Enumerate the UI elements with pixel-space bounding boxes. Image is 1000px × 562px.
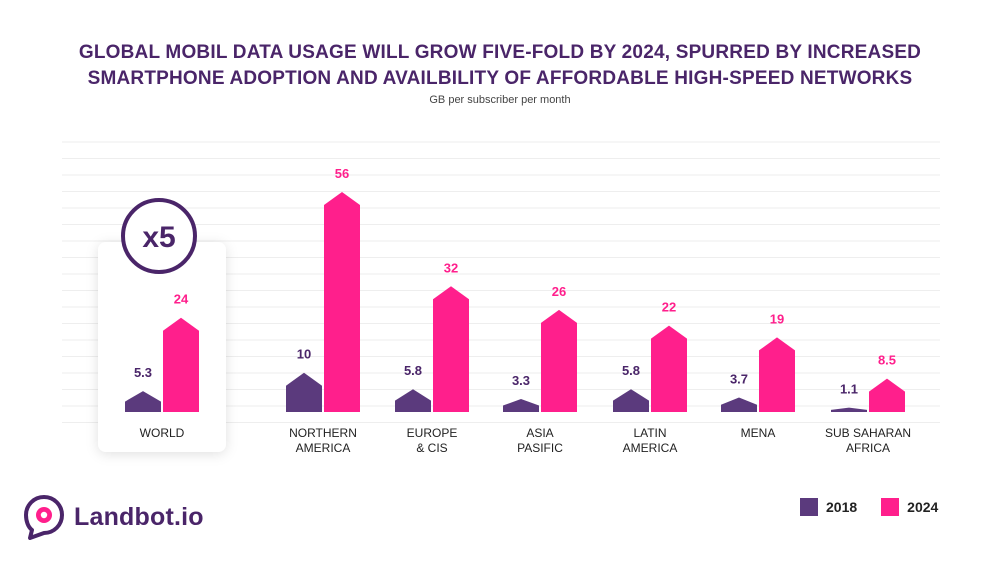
- category-label-4: LATIN: [633, 426, 666, 440]
- brand-logo: Landbot.io: [22, 492, 204, 542]
- category-label-0: WORLD: [140, 426, 185, 440]
- legend-item-2024: 2024: [881, 498, 938, 516]
- bars: [125, 192, 905, 412]
- category-label-5: MENA: [741, 426, 776, 440]
- value-labels: 5.3 24 10 56 5.8 32 3.3 26 5.8 22 3.7 19 1.1 8.5: [134, 166, 896, 397]
- legend: 2018 2024: [800, 498, 962, 516]
- category-label-6: SUB SAHARAN: [825, 426, 911, 440]
- badge-text: x5: [142, 221, 175, 254]
- value-label-2024-0: 24: [174, 292, 189, 307]
- bar-2018-3: [503, 399, 539, 412]
- bar-2018-4: [613, 389, 649, 412]
- bar-2024-1: [324, 192, 360, 412]
- bar-2024-4: [651, 325, 687, 412]
- value-label-2024-4: 22: [662, 300, 676, 315]
- value-label-2018-6: 1.1: [840, 382, 858, 397]
- legend-swatch-2018: [800, 498, 818, 516]
- bar-2018-2: [395, 389, 431, 412]
- category-label-1: NORTHERN: [289, 426, 357, 440]
- category-label-3: ASIA: [526, 426, 553, 440]
- bar-2024-3: [541, 309, 577, 412]
- legend-item-2018: 2018: [800, 498, 857, 516]
- bar-2018-6: [831, 407, 867, 412]
- chart-title: GLOBAL MOBIL DATA USAGE WILL GROW FIVE-F…: [0, 40, 1000, 92]
- legend-label-2018: 2018: [826, 499, 858, 515]
- bar-2018-1: [286, 372, 322, 412]
- category-label-6: AFRICA: [846, 441, 890, 455]
- category-label-1: AMERICA: [296, 441, 351, 455]
- chat-bubble-icon: [24, 495, 64, 540]
- value-label-2018-4: 5.8: [622, 363, 640, 378]
- value-label-2018-3: 3.3: [512, 373, 530, 388]
- chart-title-line-1: GLOBAL MOBIL DATA USAGE WILL GROW FIVE-F…: [78, 42, 922, 63]
- legend-swatch-2024: [881, 498, 900, 516]
- value-label-2024-6: 8.5: [878, 353, 896, 368]
- value-label-2018-0: 5.3: [134, 365, 152, 380]
- bar-2024-2: [433, 286, 469, 412]
- badge-circle: [121, 198, 197, 274]
- value-label-2018-5: 3.7: [730, 371, 748, 386]
- value-label-2024-1: 56: [335, 166, 349, 181]
- category-label-2: & CIS: [416, 441, 447, 455]
- logo-text: Landbot.io: [74, 502, 204, 531]
- bar-2018-5: [721, 397, 757, 412]
- chart-subtitle: GB per subscriber per month: [429, 94, 571, 106]
- value-label-2024-5: 19: [770, 311, 784, 326]
- bar-2024-0: [163, 317, 199, 412]
- legend-label-2024: 2024: [907, 499, 939, 515]
- bar-2024-6: [869, 378, 905, 412]
- value-label-2018-1: 10: [297, 347, 311, 362]
- value-label-2024-3: 26: [552, 284, 566, 299]
- value-label-2024-2: 32: [444, 260, 458, 275]
- multiplier-badge: x5: [121, 198, 197, 274]
- category-label-4: AMERICA: [623, 441, 678, 455]
- chart-title-line-2: SMARTPHONE ADOPTION AND AVAILBILITY OF A…: [87, 68, 913, 89]
- bar-2018-0: [125, 391, 161, 412]
- category-label-3: PASIFIC: [517, 441, 563, 455]
- bar-2024-5: [759, 337, 795, 412]
- value-label-2018-2: 5.8: [404, 363, 422, 378]
- category-label-2: EUROPE: [407, 426, 458, 440]
